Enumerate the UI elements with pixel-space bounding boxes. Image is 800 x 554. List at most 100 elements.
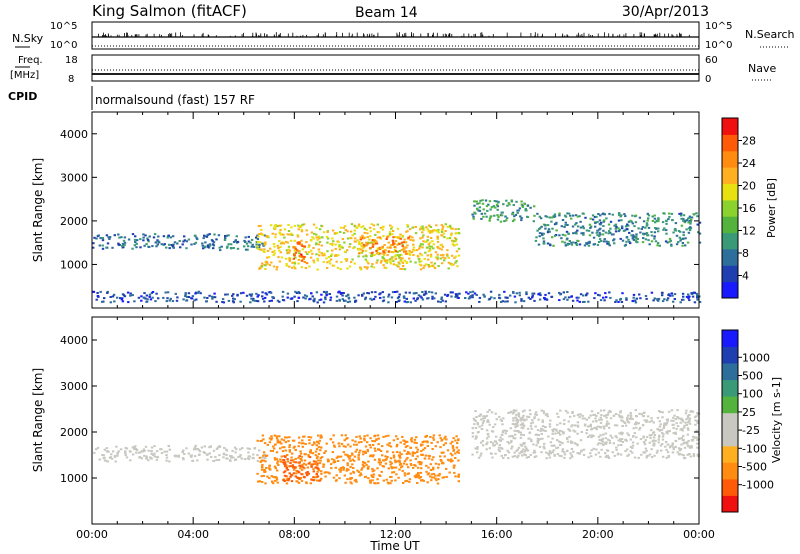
scatter-cell [306, 233, 309, 236]
scatter-cell [264, 470, 267, 473]
scatter-cell [696, 412, 699, 415]
scatter-cell [593, 216, 597, 218]
scatter-cell [303, 459, 307, 462]
scatter-cell [344, 481, 347, 484]
scatter-cell [573, 430, 577, 433]
scatter-cell [561, 219, 565, 221]
scatter-cell [295, 470, 298, 472]
scatter-cell [301, 248, 305, 251]
scatter-cell [444, 230, 447, 232]
scatter-cell [432, 468, 435, 471]
scatter-cell [296, 477, 300, 479]
scatter-cell [548, 450, 552, 453]
scatter-cell [556, 446, 560, 449]
scatter-cell [563, 456, 566, 459]
scatter-cell [363, 231, 366, 234]
scatter-cell [406, 244, 409, 247]
scatter-cell [149, 298, 153, 301]
scatter-cell [502, 417, 505, 420]
scatter-cell [363, 476, 367, 478]
scatter-cell [375, 242, 379, 245]
scatter-cell [603, 238, 606, 241]
scatter-cell [515, 422, 518, 425]
power-cbar-tick-label: 12 [742, 225, 756, 238]
scatter-cell [396, 236, 400, 239]
scatter-cell [221, 298, 225, 301]
scatter-cell [371, 444, 375, 446]
scatter-cell [537, 418, 540, 421]
scatter-cell [378, 459, 381, 462]
scatter-cell [656, 244, 659, 247]
scatter-cell [646, 219, 649, 222]
scatter-cell [602, 296, 605, 299]
scatter-cell [606, 413, 610, 416]
scatter-cell [264, 241, 267, 244]
scatter-cell [635, 240, 638, 243]
scatter-cell [113, 300, 116, 303]
scatter-cell [315, 457, 319, 460]
scatter-cell [412, 451, 415, 454]
scatter-cell [567, 420, 570, 423]
scatter-cell [553, 234, 557, 237]
scatter-cell [274, 476, 277, 479]
scatter-cell [493, 423, 497, 426]
scatter-cell [206, 458, 209, 461]
scatter-cell [682, 217, 685, 220]
scatter-cell [657, 217, 660, 220]
scatter-cell [382, 250, 385, 253]
scatter-cell [318, 251, 321, 254]
scatter-cell [153, 445, 156, 448]
scatter-cell [350, 477, 353, 480]
scatter-cell [405, 297, 408, 300]
scatter-cell [298, 241, 301, 244]
scatter-cell [575, 296, 578, 299]
scatter-cell [306, 253, 309, 255]
scatter-cell [615, 413, 618, 415]
scatter-cell [577, 296, 580, 299]
scatter-cell [121, 300, 125, 303]
scatter-cell [631, 222, 634, 225]
scatter-cell [441, 299, 444, 302]
scatter-cell [388, 230, 392, 233]
scatter-cell [339, 470, 342, 473]
scatter-cell [550, 216, 554, 219]
scatter-cell [111, 295, 115, 298]
scatter-cell [531, 421, 535, 424]
scatter-cell [536, 441, 539, 444]
scatter-cell [672, 416, 675, 419]
scatter-cell [446, 225, 449, 228]
scatter-cell [312, 261, 316, 264]
scatter-cell [287, 479, 290, 482]
scatter-cell [476, 202, 479, 205]
scatter-cell [645, 449, 648, 452]
scatter-cell [333, 232, 337, 235]
scatter-cell [682, 454, 686, 457]
scatter-cell [343, 439, 346, 442]
scatter-cell [187, 292, 191, 295]
scatter-cell [483, 212, 487, 215]
scatter-cell [491, 456, 494, 459]
scatter-cell [165, 300, 168, 303]
scatter-cell [389, 476, 392, 478]
scatter-cell [391, 471, 394, 474]
scatter-cell [390, 462, 393, 465]
scatter-cell [271, 480, 274, 483]
power-ylabel: Slant Range [km] [31, 158, 45, 262]
scatter-cell [581, 414, 584, 417]
scatter-cell [262, 438, 265, 441]
scatter-cell [390, 251, 394, 253]
scatter-cell [417, 461, 420, 464]
scatter-cell [291, 261, 294, 264]
scatter-cell [263, 442, 267, 445]
scatter-cell [300, 455, 303, 458]
scatter-cell [302, 258, 305, 261]
scatter-cell [639, 426, 642, 429]
scatter-cell [276, 299, 280, 302]
scatter-cell [315, 472, 318, 475]
scatter-cell [391, 230, 395, 232]
scatter-cell [307, 436, 310, 438]
scatter-cell [525, 291, 528, 294]
scatter-cell [661, 411, 664, 414]
scatter-cell [248, 447, 251, 450]
scatter-cell [618, 228, 621, 231]
